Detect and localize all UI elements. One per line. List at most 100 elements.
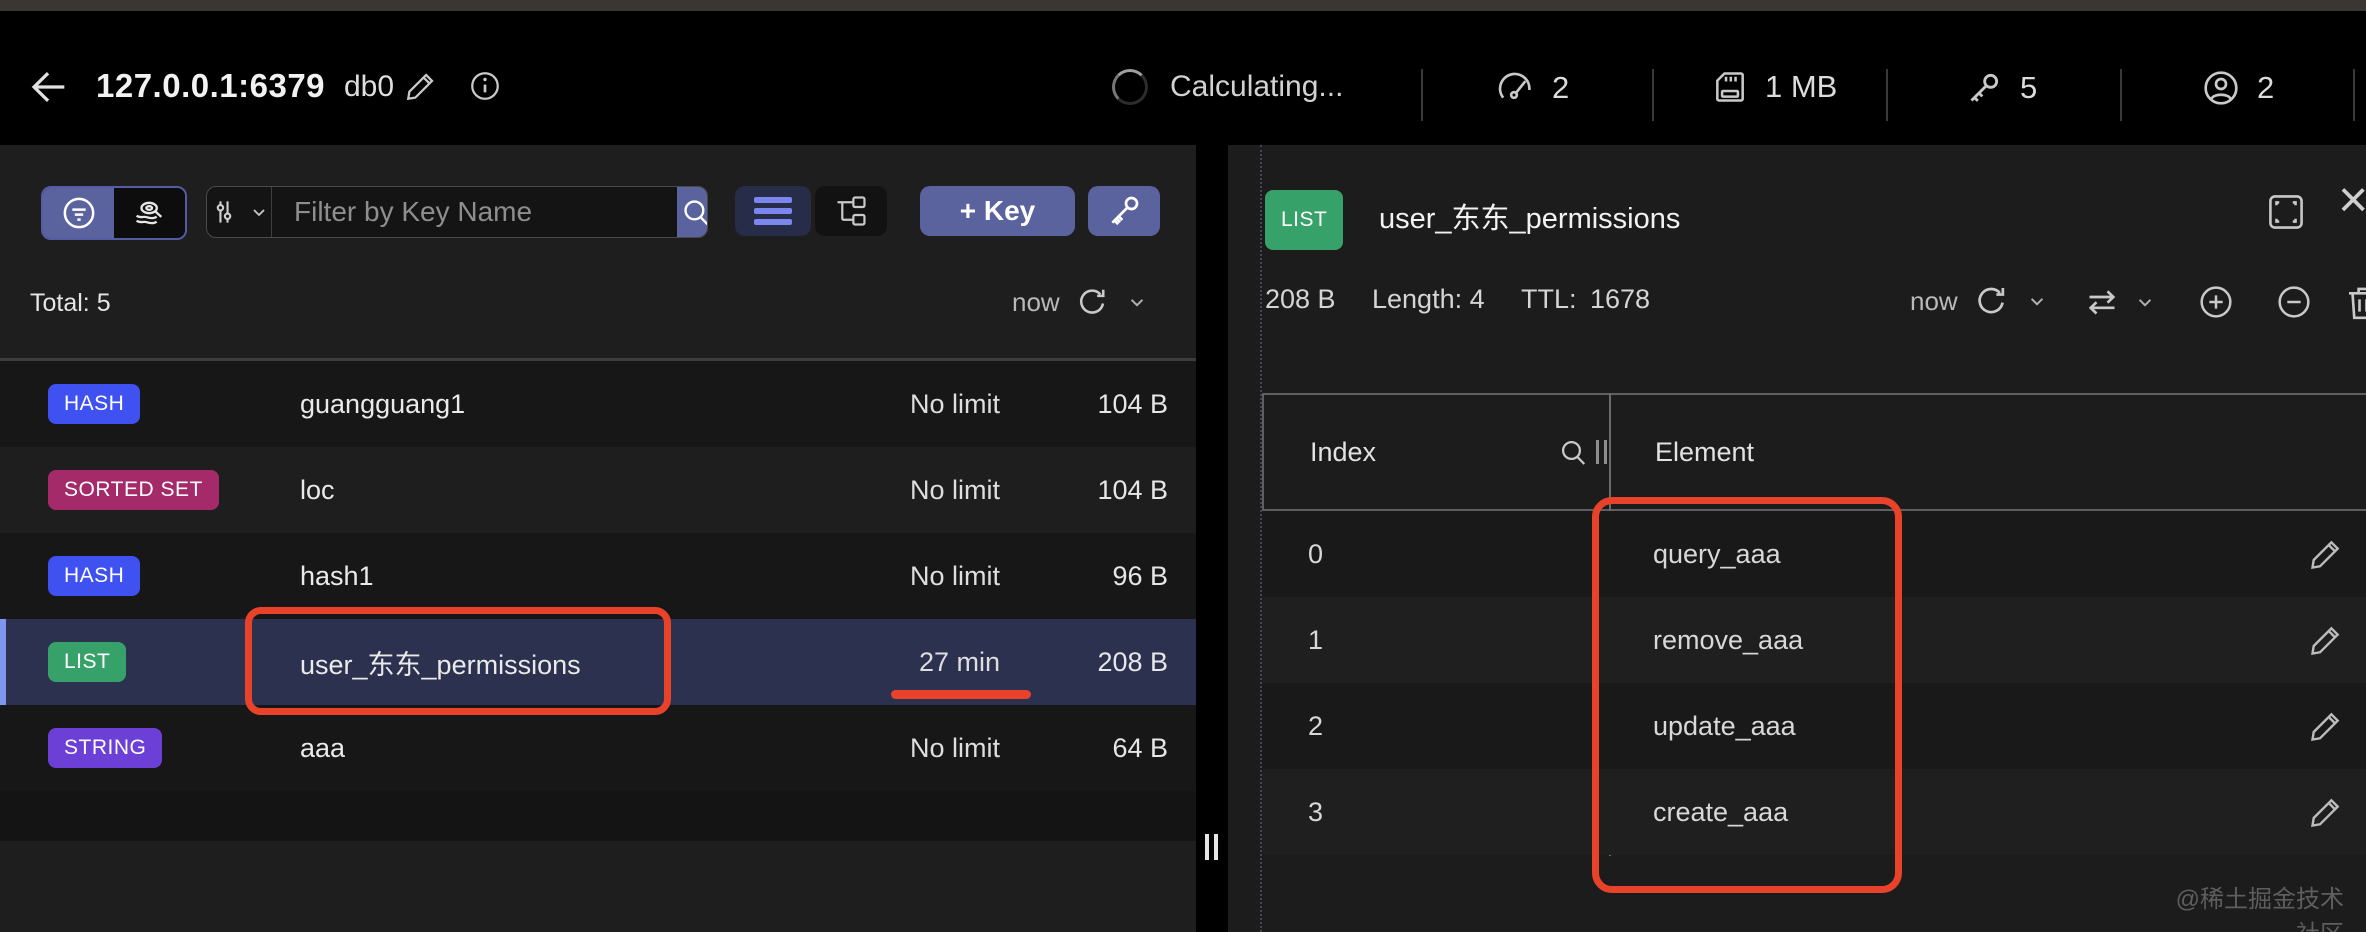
search-icon (684, 200, 707, 226)
key-size: 208 B (1097, 646, 1168, 677)
divider (1886, 69, 1888, 121)
element-row-2[interactable]: 2 update_aaa (1262, 683, 2366, 769)
detail-refresh-group: now (1910, 282, 2050, 320)
element-row-3[interactable]: 3 create_aaa (1262, 769, 2366, 855)
scan-mode-button[interactable] (114, 188, 185, 238)
status-text: Calculating... (1170, 70, 1344, 103)
add-element-icon[interactable] (2196, 282, 2236, 322)
element-index: 2 (1308, 710, 1324, 741)
element-row-1[interactable]: 1 remove_aaa (1262, 597, 2366, 683)
filter-by-type-button[interactable] (43, 188, 114, 238)
total-keys-label: Total: 5 (30, 289, 111, 317)
key-icon (1964, 68, 2004, 108)
metric-memory: 1 MB (1711, 68, 1837, 106)
format-selector[interactable] (2082, 282, 2158, 322)
key-list: HASH guangguang1 No limit 104 B SORTED S… (0, 358, 1196, 791)
element-row-0[interactable]: 0 query_aaa (1262, 511, 2366, 597)
list-view-button[interactable] (735, 186, 811, 236)
element-index: 0 (1308, 538, 1324, 569)
element-column-header: Element (1655, 436, 1755, 467)
key-ttl: No limit (909, 388, 1000, 419)
refresh-icon[interactable] (1972, 282, 2010, 320)
metric-commands: 2 (1496, 68, 1569, 108)
type-badge: SORTED SET (48, 470, 219, 510)
elements-table-header: Index Element (1262, 393, 2366, 511)
format-chevron-icon (2132, 289, 2158, 315)
key-size: 96 B (1112, 560, 1168, 591)
divider (2353, 69, 2355, 121)
commands-value: 2 (1552, 70, 1570, 105)
divider (2120, 69, 2122, 121)
edit-database-icon[interactable] (404, 69, 438, 103)
filter-mode-toggle (41, 186, 187, 240)
key-name: hash1 (300, 560, 374, 591)
divider (1421, 69, 1423, 121)
last-refresh-label: now (1012, 286, 1060, 317)
key-size: 64 B (1112, 732, 1168, 763)
edit-pencil-icon[interactable] (2308, 794, 2344, 830)
gauge-icon (1496, 68, 1536, 108)
detail-length: Length: 4 (1372, 284, 1485, 314)
key-name: guangguang1 (300, 388, 466, 419)
delete-key-trash-icon[interactable] (2342, 281, 2366, 323)
key-row-hash1[interactable]: HASH hash1 No limit 96 B (0, 533, 1196, 619)
edit-pencil-icon[interactable] (2308, 622, 2344, 658)
db-size-status: Calculating... (1112, 69, 1343, 105)
key-row-user-permissions-selected[interactable]: LIST user_东东_permissions 27 min 208 B (0, 619, 1196, 705)
type-badge: STRING (48, 728, 163, 768)
chevron-down-icon (253, 209, 265, 217)
info-icon[interactable] (468, 69, 502, 103)
key-row-aaa[interactable]: STRING aaa No limit 64 B (0, 705, 1196, 791)
keys-value: 5 (2020, 70, 2038, 105)
edit-pencil-icon[interactable] (2308, 708, 2344, 744)
connection-address: 127.0.0.1:6379 (96, 67, 326, 104)
refresh-icon[interactable] (1074, 284, 1110, 320)
key-row-guangguang1[interactable]: HASH guangguang1 No limit 104 B (0, 361, 1196, 447)
key-name: aaa (300, 732, 346, 763)
divider (1652, 69, 1654, 121)
key-ttl: No limit (909, 732, 1000, 763)
index-column-header: Index (1264, 434, 1611, 470)
panel-resize-handle[interactable] (1205, 834, 1218, 860)
key-name: loc (300, 474, 335, 505)
search-button[interactable] (677, 187, 707, 237)
add-key-button[interactable]: + Key (920, 186, 1075, 236)
loading-spinner-icon (1112, 69, 1148, 105)
back-arrow-icon[interactable] (26, 64, 72, 110)
key-ttl: 27 min (918, 646, 1000, 677)
key-filter-input[interactable] (272, 187, 677, 237)
remove-elements-icon[interactable] (2274, 282, 2314, 322)
column-resize-handle[interactable] (1596, 440, 1607, 464)
key-ttl: No limit (909, 560, 1000, 591)
detail-ttl-label: TTL: (1521, 284, 1577, 314)
memory-value: 1 MB (1765, 69, 1838, 104)
tree-view-button[interactable] (815, 186, 887, 236)
window-chrome-strip (0, 0, 2366, 11)
edit-pencil-icon[interactable] (2308, 536, 2344, 572)
search-icon[interactable] (1555, 434, 1591, 470)
expand-icon[interactable] (2264, 190, 2308, 234)
key-row-loc[interactable]: SORTED SET loc No limit 104 B (0, 447, 1196, 533)
key-helper-button[interactable] (1088, 186, 1160, 236)
type-badge: HASH (48, 384, 141, 424)
type-badge: HASH (48, 556, 141, 596)
refresh-settings-chevron-icon[interactable] (1124, 289, 1150, 315)
storage-icon (1711, 68, 1749, 106)
key-ttl: No limit (909, 474, 1000, 505)
top-bar: 127.0.0.1:6379 db0 Calculating... 2 1 MB… (0, 11, 2366, 145)
detail-type-badge: LIST (1265, 190, 1344, 250)
filter-type-dropdown[interactable] (207, 187, 272, 237)
browser-refresh-group: now (1012, 284, 1150, 320)
detail-refresh-label: now (1910, 285, 1958, 316)
refresh-settings-chevron-icon[interactable] (2024, 288, 2050, 314)
tree-view-icon (837, 196, 866, 226)
users-icon (2201, 68, 2241, 108)
close-icon[interactable]: × (2338, 171, 2366, 229)
type-badge: LIST (48, 642, 127, 682)
detail-ttl-value[interactable]: 1678 (1590, 284, 1651, 314)
element-value: update_aaa (1653, 710, 1796, 741)
detail-key-name: user_东东_permissions (1379, 203, 1681, 235)
key-size: 104 B (1097, 388, 1168, 419)
database-index: db0 (344, 70, 395, 103)
